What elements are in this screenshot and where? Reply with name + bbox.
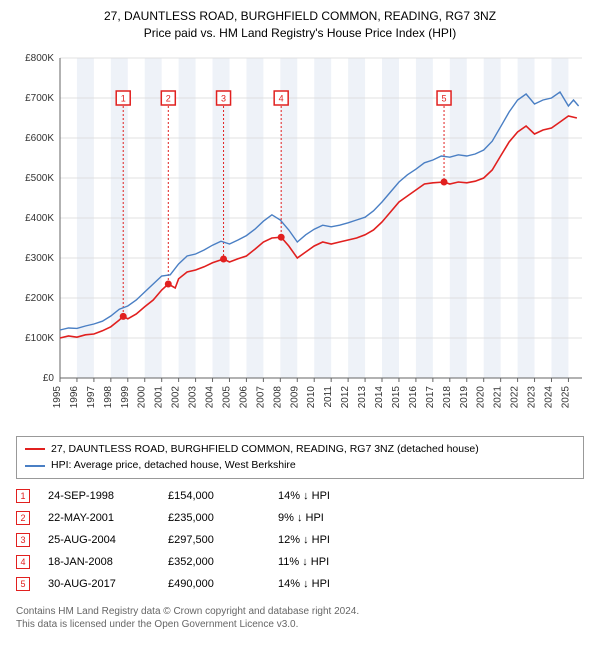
sale-marker-dot <box>441 178 448 185</box>
y-tick-label: £400K <box>25 213 54 224</box>
y-tick-label: £500K <box>25 173 54 184</box>
sale-row-marker: 3 <box>16 533 30 547</box>
sale-marker-dot <box>278 233 285 240</box>
sale-row-delta: 14% ↓ HPI <box>278 490 388 502</box>
sale-row-marker: 2 <box>16 511 30 525</box>
x-tick-label: 2024 <box>543 385 554 408</box>
y-tick-label: £700K <box>25 93 54 104</box>
x-tick-label: 1999 <box>120 385 131 408</box>
x-tick-label: 2003 <box>188 385 199 408</box>
x-tick-label: 2019 <box>459 385 470 408</box>
x-tick-label: 2021 <box>493 385 504 408</box>
sale-marker-number: 1 <box>121 93 126 103</box>
sale-row-date: 24-SEP-1998 <box>48 490 168 502</box>
legend-label: HPI: Average price, detached house, West… <box>51 457 296 474</box>
x-tick-label: 2018 <box>442 385 453 408</box>
x-tick-label: 1997 <box>86 385 97 408</box>
x-tick-label: 2020 <box>476 385 487 408</box>
sale-row-date: 22-MAY-2001 <box>48 512 168 524</box>
y-tick-label: £300K <box>25 253 54 264</box>
sale-row-price: £235,000 <box>168 512 278 524</box>
x-tick-label: 2007 <box>255 385 266 408</box>
chart-container: 27, DAUNTLESS ROAD, BURGHFIELD COMMON, R… <box>0 0 600 639</box>
legend-swatch <box>25 448 45 450</box>
sale-marker-number: 3 <box>221 93 226 103</box>
chart-plot: £0 £100K £200K £300K £400K £500K £600K £700K £80… <box>10 48 590 428</box>
sale-row-price: £490,000 <box>168 578 278 590</box>
x-tick-label: 2001 <box>154 385 165 408</box>
sale-marker-number: 5 <box>442 93 447 103</box>
x-tick-label: 2009 <box>289 385 300 408</box>
title-line-2: Price paid vs. HM Land Registry's House … <box>10 25 590 42</box>
legend-label: 27, DAUNTLESS ROAD, BURGHFIELD COMMON, R… <box>51 441 479 458</box>
sale-row: 3 25-AUG-2004£297,50012% ↓ HPI <box>16 529 584 551</box>
x-tick-label: 2017 <box>425 385 436 408</box>
chart-title: 27, DAUNTLESS ROAD, BURGHFIELD COMMON, R… <box>10 8 590 42</box>
y-tick-label: £100K <box>25 333 54 344</box>
y-tick-label: £0 <box>43 373 55 384</box>
sale-row: 1 24-SEP-1998£154,00014% ↓ HPI <box>16 485 584 507</box>
x-tick-label: 2023 <box>527 385 538 408</box>
sale-row-delta: 11% ↓ HPI <box>278 556 388 568</box>
title-line-1: 27, DAUNTLESS ROAD, BURGHFIELD COMMON, R… <box>10 8 590 25</box>
x-tick-label: 2010 <box>306 385 317 408</box>
footer-attribution: Contains HM Land Registry data © Crown c… <box>16 605 584 631</box>
sale-row-delta: 12% ↓ HPI <box>278 534 388 546</box>
x-tick-label: 2004 <box>205 385 216 408</box>
legend-row: HPI: Average price, detached house, West… <box>25 457 575 474</box>
sale-row-date: 30-AUG-2017 <box>48 578 168 590</box>
x-tick-label: 1995 <box>52 385 63 408</box>
legend-row: 27, DAUNTLESS ROAD, BURGHFIELD COMMON, R… <box>25 441 575 458</box>
x-tick-label: 2012 <box>340 385 351 408</box>
sales-table: 124-SEP-1998£154,00014% ↓ HPI222-MAY-200… <box>16 485 584 595</box>
sale-marker-dot <box>220 255 227 262</box>
sale-row-date: 18-JAN-2008 <box>48 556 168 568</box>
sale-marker-number: 2 <box>166 93 171 103</box>
x-tick-label: 2011 <box>323 385 334 407</box>
x-tick-label: 2014 <box>374 385 385 408</box>
y-tick-label: £800K <box>25 53 54 64</box>
x-tick-label: 2008 <box>272 385 283 408</box>
x-tick-label: 2005 <box>221 385 232 408</box>
y-tick-label: £200K <box>25 293 54 304</box>
sale-row-marker: 1 <box>16 489 30 503</box>
footer-line-1: Contains HM Land Registry data © Crown c… <box>16 605 584 618</box>
sale-row-delta: 14% ↓ HPI <box>278 578 388 590</box>
sale-row-marker: 5 <box>16 577 30 591</box>
x-tick-label: 2016 <box>408 385 419 408</box>
x-tick-label: 2002 <box>171 385 182 408</box>
x-tick-label: 2013 <box>357 385 368 408</box>
legend-swatch <box>25 465 45 467</box>
x-tick-label: 1998 <box>103 385 114 408</box>
footer-line-2: This data is licensed under the Open Gov… <box>16 618 584 631</box>
chart-svg: £0 £100K £200K £300K £400K £500K £600K £700K £80… <box>10 48 590 428</box>
sale-row-delta: 9% ↓ HPI <box>278 512 388 524</box>
x-tick-label: 2015 <box>391 385 402 408</box>
sale-row: 5 30-AUG-2017£490,00014% ↓ HPI <box>16 573 584 595</box>
sale-row-price: £297,500 <box>168 534 278 546</box>
sale-marker-dot <box>165 280 172 287</box>
legend: 27, DAUNTLESS ROAD, BURGHFIELD COMMON, R… <box>16 436 584 480</box>
x-tick-label: 2025 <box>560 385 571 408</box>
sale-row-price: £352,000 <box>168 556 278 568</box>
sale-row-date: 25-AUG-2004 <box>48 534 168 546</box>
x-tick-label: 2000 <box>137 385 148 408</box>
sale-marker-dot <box>120 312 127 319</box>
x-tick-label: 2006 <box>238 385 249 408</box>
x-tick-label: 1996 <box>69 385 80 408</box>
y-tick-label: £600K <box>25 133 54 144</box>
sale-row-price: £154,000 <box>168 490 278 502</box>
sale-row-marker: 4 <box>16 555 30 569</box>
sale-marker-number: 4 <box>279 93 284 103</box>
sale-row: 2 22-MAY-2001£235,0009% ↓ HPI <box>16 507 584 529</box>
x-tick-label: 2022 <box>510 385 521 408</box>
sale-row: 4 18-JAN-2008£352,00011% ↓ HPI <box>16 551 584 573</box>
